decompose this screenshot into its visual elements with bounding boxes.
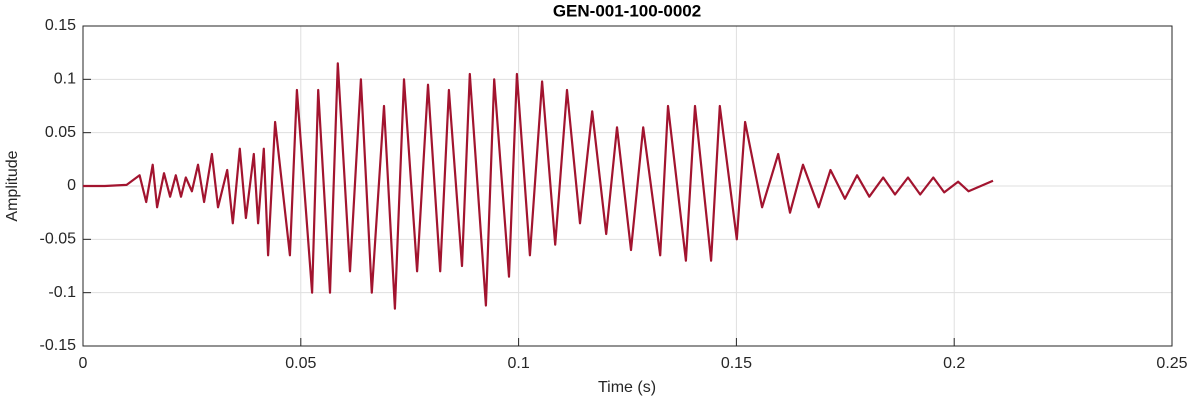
x-tick-label: 0 <box>79 355 88 372</box>
x-axis-label: Time (s) <box>598 379 656 396</box>
y-tick-label: -0.15 <box>40 337 77 354</box>
y-tick-label: 0 <box>67 177 76 194</box>
chart-title: GEN-001-100-0002 <box>553 1 701 20</box>
y-tick-label: 0.05 <box>45 124 76 141</box>
y-tick-label: -0.1 <box>48 284 76 301</box>
y-tick-label: -0.05 <box>40 231 77 248</box>
y-tick-label: 0.15 <box>45 17 76 34</box>
x-tick-label: 0.15 <box>721 355 752 372</box>
x-tick-label: 0.05 <box>285 355 316 372</box>
y-tick-label: 0.1 <box>54 71 76 88</box>
y-axis-label: Amplitude <box>4 150 21 221</box>
x-tick-label: 0.25 <box>1156 355 1187 372</box>
waveform-line <box>83 62 994 310</box>
x-tick-label: 0.2 <box>943 355 965 372</box>
x-tick-label: 0.1 <box>507 355 529 372</box>
